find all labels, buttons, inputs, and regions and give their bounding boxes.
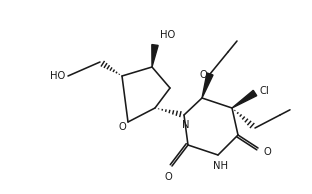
Text: Cl: Cl <box>259 86 269 96</box>
Text: O: O <box>164 172 172 182</box>
Text: O: O <box>263 147 271 157</box>
Text: O: O <box>118 122 126 132</box>
Text: HO: HO <box>50 71 65 81</box>
Polygon shape <box>202 73 213 98</box>
Text: NH: NH <box>212 161 227 171</box>
Polygon shape <box>152 45 158 67</box>
Polygon shape <box>232 90 257 108</box>
Text: HO: HO <box>160 30 175 40</box>
Text: N: N <box>182 120 190 130</box>
Text: O: O <box>199 70 207 80</box>
